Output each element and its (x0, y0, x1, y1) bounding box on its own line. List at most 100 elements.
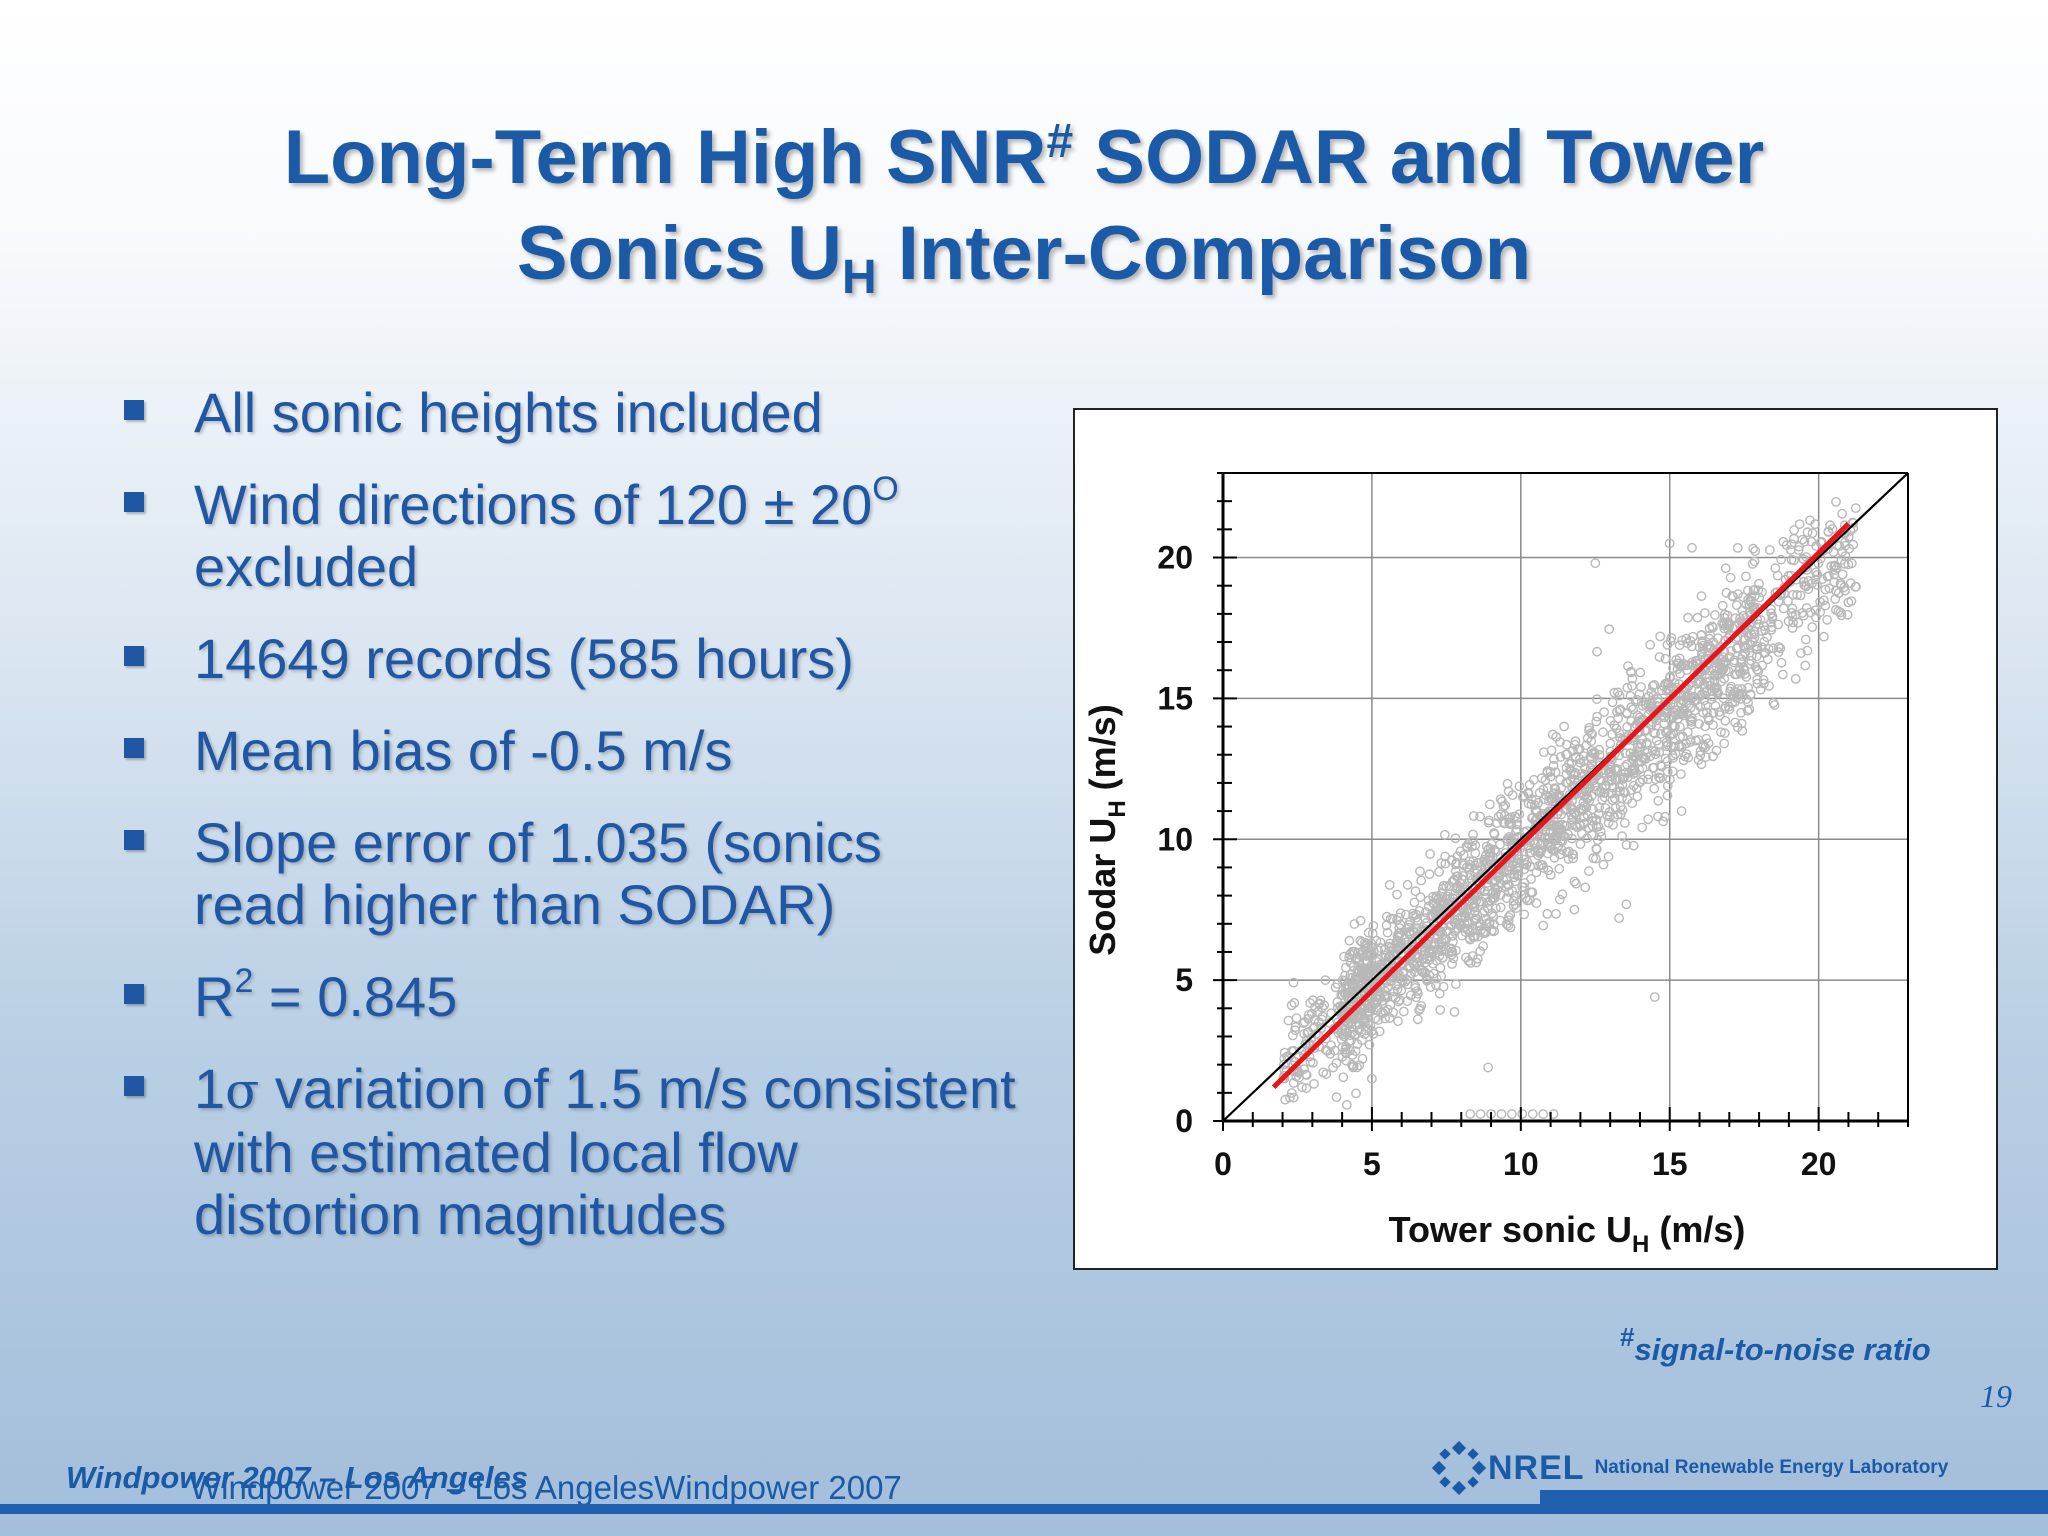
scatter-point (1523, 798, 1534, 809)
scatter-point (1434, 988, 1445, 999)
scatter-point (1478, 941, 1489, 951)
scatter-point (1773, 642, 1784, 652)
scatter-point (1549, 754, 1559, 764)
scatter-point (1698, 739, 1708, 750)
scatter-point (1337, 990, 1348, 1000)
scatter-point (1283, 1015, 1294, 1026)
scatter-point (1750, 584, 1760, 595)
title-line-1: Long-Term High SNR# SODAR and Tower (0, 110, 2048, 206)
scatter-point (1538, 747, 1549, 757)
scatter-point (1465, 1109, 1476, 1119)
scatter-point (1632, 694, 1642, 705)
chart-lines (1222, 472, 1909, 1122)
x-tick-label: 0 (1214, 1146, 1232, 1182)
x-tick-label: 20 (1801, 1146, 1837, 1182)
scatter-point (1800, 660, 1811, 671)
scatter-point (1764, 680, 1774, 691)
scatter-point (1787, 623, 1798, 633)
scatter-point (1592, 694, 1602, 705)
y-tick-label: 5 (1175, 962, 1193, 998)
scatter-point (1495, 902, 1506, 913)
scatter-point (1742, 705, 1753, 716)
scatter-point (1649, 783, 1660, 794)
scatter-point (1760, 647, 1771, 658)
bullet-item: Slope error of 1.035 (sonics read higher… (120, 812, 980, 936)
scatter-point (1364, 1003, 1375, 1013)
scatter-point (1681, 633, 1692, 644)
scatter-point (1608, 819, 1618, 830)
scatter-point (1718, 659, 1729, 670)
title-text: Sonics U (516, 211, 843, 296)
scatter-point (1407, 936, 1418, 947)
footer-conference: Windpower 2007 – Los Angeles (66, 1460, 528, 1495)
scatter-point (1439, 829, 1450, 840)
scatter-point (1748, 543, 1759, 554)
title-line-2: Sonics UH Inter-Comparison (0, 206, 2048, 302)
bullet-text: All sonic heights included (194, 381, 823, 444)
scatter-point (1424, 869, 1435, 880)
scatter-point (1559, 820, 1570, 831)
scatter-point (1415, 892, 1426, 903)
scatter-point (1789, 533, 1799, 544)
scatter-point (1321, 1069, 1332, 1079)
scatter-point (1730, 613, 1741, 624)
scatter-point (1831, 604, 1841, 615)
scatter-point (1538, 920, 1549, 931)
scatter-point (1379, 986, 1390, 997)
scatter-point (1850, 503, 1861, 514)
scatter-point (1450, 979, 1461, 989)
scatter-point (1752, 674, 1763, 685)
scatter-point (1581, 833, 1592, 844)
scatter-point (1361, 951, 1372, 961)
scatter-point (1662, 780, 1673, 791)
nrel-mark-icon (1432, 1441, 1486, 1495)
scatter-point (1503, 915, 1514, 926)
scatter-point (1488, 876, 1499, 887)
scatter-point (1536, 845, 1547, 856)
scatter-point (1527, 812, 1538, 823)
scatter-point (1289, 998, 1300, 1008)
scatter-point (1609, 812, 1619, 823)
scatter-point (1712, 685, 1722, 696)
scatter-point (1788, 589, 1798, 600)
scatter-point (1393, 1016, 1403, 1027)
scatter-point (1309, 1079, 1319, 1089)
scatter-point (1567, 849, 1578, 860)
scatter-point (1505, 812, 1516, 823)
scatter-point (1450, 866, 1461, 877)
scatter-point (1471, 895, 1482, 906)
scatter-point (1755, 615, 1766, 625)
scatter-point (1750, 546, 1761, 556)
scatter-point (1820, 584, 1831, 595)
scatter-point (1467, 841, 1477, 852)
scatter-point (1494, 870, 1505, 881)
scatter-point (1812, 569, 1823, 580)
scatter-point (1300, 1069, 1311, 1080)
scatter-point (1618, 786, 1629, 797)
scatter-point (1340, 981, 1351, 991)
scatter-point (1699, 679, 1709, 690)
scatter-point (1447, 959, 1457, 969)
scatter-point (1662, 790, 1673, 801)
scatter-point (1590, 815, 1601, 826)
scatter-chart-frame: 0 5 10 15 20 0 5 10 15 20 Tower sonic UH (m/s) So… (1073, 408, 1998, 1270)
scatter-point (1303, 1010, 1314, 1020)
scatter-point (1391, 943, 1401, 954)
scatter-point (1661, 685, 1672, 696)
scatter-point (1412, 1014, 1423, 1025)
scatter-point (1599, 707, 1609, 717)
scatter-point (1720, 715, 1731, 726)
scatter-point (1773, 619, 1783, 630)
scatter-point (1367, 948, 1377, 959)
scatter-point (1656, 761, 1667, 772)
x-tick-label: 15 (1652, 1146, 1688, 1182)
scatter-point (1398, 966, 1409, 977)
scatter-point (1482, 897, 1493, 907)
scatter-point (1799, 536, 1810, 547)
scatter-point (1374, 1026, 1385, 1037)
scatter-point (1590, 558, 1601, 569)
scatter-point (1317, 1002, 1328, 1013)
bullet-item: All sonic heights included (120, 382, 1000, 444)
scatter-point (1580, 882, 1591, 893)
scatter-point (1789, 525, 1799, 536)
